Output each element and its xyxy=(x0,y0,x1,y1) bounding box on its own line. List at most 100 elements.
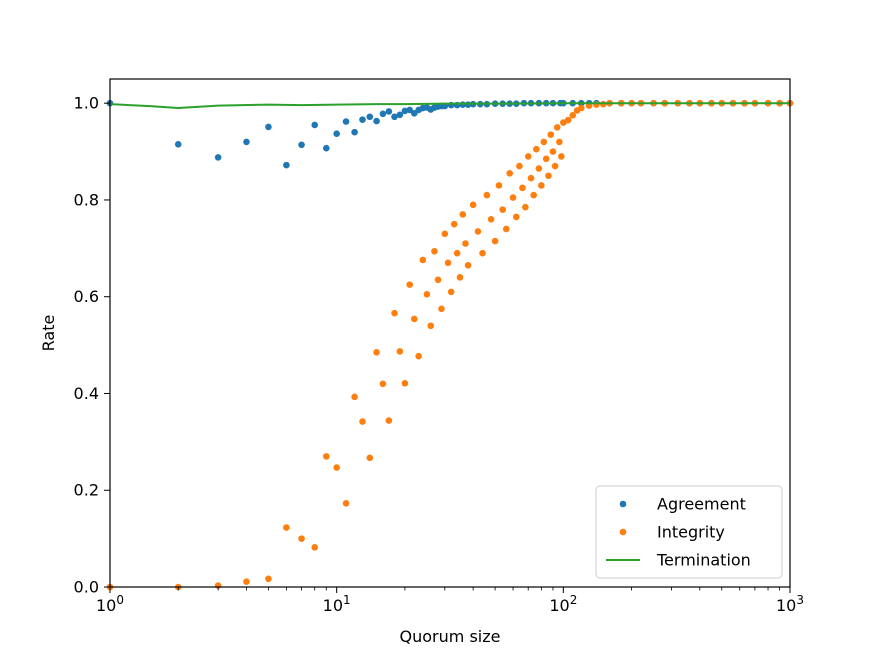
agreement-point xyxy=(298,141,305,149)
integrity-point xyxy=(265,575,272,583)
integrity-point xyxy=(522,203,529,211)
y-tick-label: 0.6 xyxy=(74,287,99,306)
integrity-point xyxy=(556,138,563,146)
integrity-point xyxy=(512,213,520,221)
integrity-point xyxy=(419,256,427,264)
agreement-point xyxy=(366,113,374,121)
integrity-point xyxy=(502,225,510,233)
integrity-point xyxy=(342,500,350,507)
integrity-point xyxy=(540,138,548,146)
integrity-point xyxy=(410,315,418,323)
agreement-point xyxy=(214,154,222,161)
agreement-point xyxy=(265,123,272,131)
agreement-point xyxy=(406,106,414,114)
integrity-point xyxy=(431,247,438,255)
integrity-point xyxy=(547,131,555,138)
integrity-point xyxy=(434,276,442,284)
legend-entry-integrity: Integrity xyxy=(619,523,725,542)
agreement-point xyxy=(342,118,350,125)
integrity-point xyxy=(322,453,330,460)
legend-label: Integrity xyxy=(657,523,725,542)
integrity-point xyxy=(487,216,495,223)
integrity-point xyxy=(311,544,319,551)
series-layer xyxy=(106,99,794,591)
integrity-point xyxy=(423,291,431,298)
integrity-point xyxy=(535,165,543,172)
agreement-point xyxy=(174,141,182,148)
agreement-point xyxy=(391,113,398,121)
integrity-point xyxy=(333,464,340,471)
integrity-point xyxy=(530,191,537,199)
agreement-point xyxy=(311,121,319,129)
legend-entry-agreement: Agreement xyxy=(619,495,746,514)
integrity-point xyxy=(464,261,472,269)
integrity-point xyxy=(509,194,517,201)
integrity-point xyxy=(444,259,452,267)
integrity-point xyxy=(385,417,393,424)
integrity-point xyxy=(469,201,477,209)
integrity-point xyxy=(298,535,305,542)
y-tick-label: 0.4 xyxy=(74,384,99,403)
agreement-point xyxy=(379,110,387,118)
agreement-point xyxy=(333,130,340,137)
integrity-point xyxy=(447,288,455,296)
integrity-point xyxy=(438,305,445,313)
series-agreement xyxy=(106,99,794,169)
integrity-point xyxy=(577,104,585,112)
y-tick-label: 0.8 xyxy=(74,190,99,209)
y-tick-label: 1.0 xyxy=(74,94,99,113)
legend-label: Termination xyxy=(656,551,751,570)
y-tick-label: 0.2 xyxy=(74,481,99,500)
legend-label: Agreement xyxy=(657,495,746,514)
agreement-point xyxy=(373,117,380,125)
integrity-point xyxy=(351,393,358,401)
integrity-point xyxy=(474,228,482,235)
legend-entry-termination: Termination xyxy=(606,551,751,570)
legend-swatch xyxy=(619,500,627,508)
integrity-point xyxy=(396,348,404,355)
agreement-point xyxy=(359,116,366,123)
integrity-point xyxy=(415,352,422,360)
x-axis: 100 101 102 103 xyxy=(96,587,804,615)
integrity-point xyxy=(459,211,467,218)
legend-box xyxy=(595,485,783,579)
agreement-point xyxy=(243,138,250,146)
integrity-point xyxy=(499,206,506,213)
y-axis-label: Rate xyxy=(39,315,58,352)
integrity-point xyxy=(533,145,540,153)
integrity-point xyxy=(516,162,523,170)
axes-frame xyxy=(109,78,791,588)
x-tick-label: 101 xyxy=(323,593,351,615)
y-tick-label: 0.0 xyxy=(74,578,99,597)
legend-swatch xyxy=(619,528,627,536)
agreement-point xyxy=(351,128,358,136)
integrity-point xyxy=(379,380,387,388)
legend: Agreement Integrity Termination xyxy=(595,485,783,579)
agreement-point xyxy=(322,144,330,152)
integrity-point xyxy=(359,418,366,425)
integrity-point xyxy=(401,380,409,387)
integrity-point xyxy=(491,237,499,245)
integrity-point xyxy=(551,162,559,170)
integrity-point xyxy=(519,184,526,192)
integrity-point xyxy=(538,182,545,189)
integrity-point xyxy=(456,274,464,281)
x-tick-label: 102 xyxy=(549,593,577,615)
integrity-point xyxy=(479,249,486,257)
integrity-point xyxy=(542,155,550,163)
integrity-point xyxy=(427,322,435,330)
integrity-point xyxy=(553,124,561,131)
integrity-point xyxy=(243,578,250,585)
agreement-point xyxy=(283,161,290,169)
integrity-point xyxy=(527,174,535,182)
integrity-point xyxy=(495,182,503,189)
integrity-point xyxy=(283,524,290,531)
x-axis-label: Quorum size xyxy=(400,627,501,646)
integrity-point xyxy=(406,281,414,288)
agreement-point xyxy=(385,108,393,115)
agreement-point xyxy=(396,111,404,119)
y-axis: 0.0 0.2 0.4 0.6 0.8 1.0 xyxy=(74,94,110,597)
integrity-point xyxy=(524,153,532,160)
integrity-point xyxy=(373,349,380,356)
